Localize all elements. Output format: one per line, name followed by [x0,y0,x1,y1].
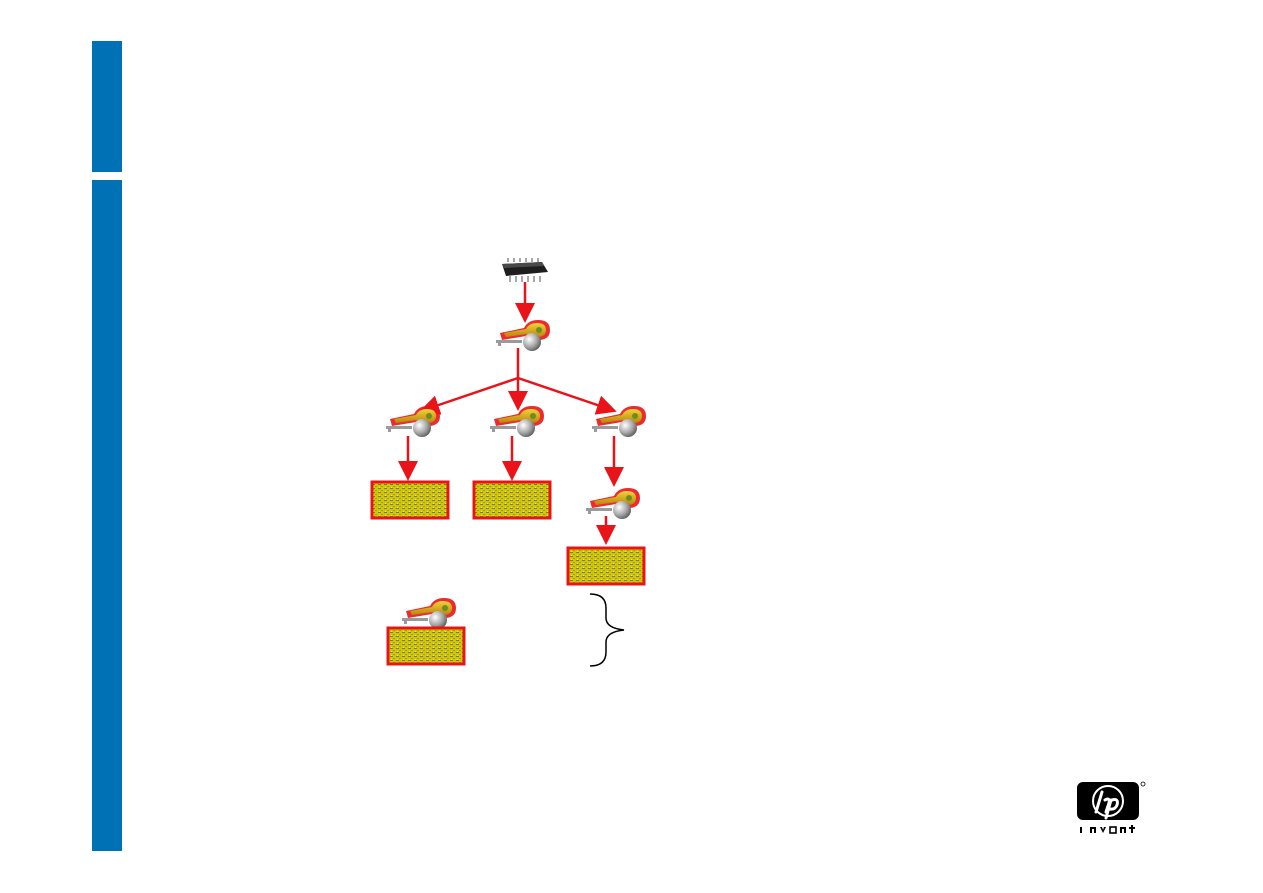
encrypted-data-box-middle [472,480,552,520]
accent-bar-side [92,180,122,851]
arrow-root-to-left-key [419,376,519,415]
legend-encrypted-data-box [386,626,466,666]
accent-bar-top [92,41,122,172]
chip-icon [502,258,548,282]
key-icon [592,406,646,437]
key-icon [490,406,544,437]
arrows [398,282,624,545]
hp-invent-logo [1077,781,1146,834]
key-icon [496,320,550,351]
key-icon [386,406,440,437]
legend-key-icon [402,598,456,629]
curly-brace-icon [589,593,625,667]
encrypted-data-box-left [370,480,450,520]
arrow-root-to-right-key [517,376,617,415]
key-icon [586,488,640,519]
encrypted-data-box-right [566,546,646,586]
